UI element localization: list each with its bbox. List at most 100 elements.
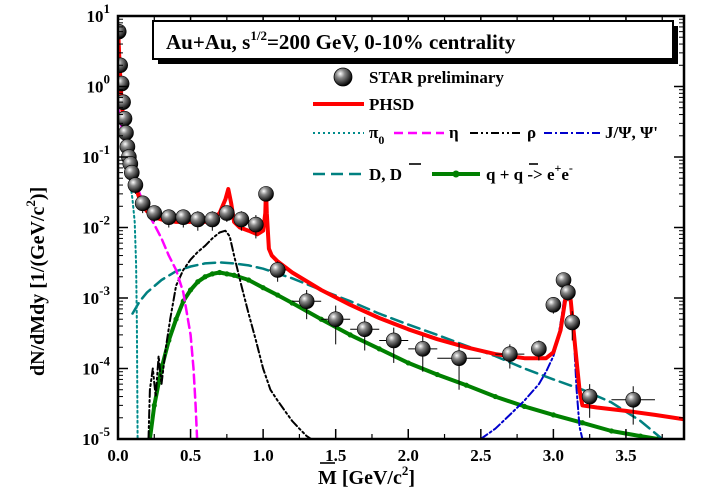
y-tick-exponent: 0 bbox=[104, 72, 111, 87]
data-point bbox=[581, 388, 598, 405]
data-point bbox=[327, 311, 344, 328]
qq-marker bbox=[216, 269, 223, 276]
qq-marker bbox=[209, 271, 215, 277]
x-axis-label-end: ] bbox=[408, 467, 415, 489]
legend-jpsi-label: J/Ψ, Ψ' bbox=[605, 123, 658, 142]
data-point bbox=[118, 75, 130, 92]
qq-marker bbox=[275, 292, 281, 298]
x-axis-label-sup: 2 bbox=[402, 463, 409, 478]
data-point bbox=[502, 346, 518, 362]
legend-qq-label: q + q -> e+e- bbox=[486, 161, 573, 184]
data-point bbox=[531, 341, 547, 357]
chart-title: Au+Au, s1/2=200 GeV, 0-10% centrality bbox=[166, 28, 516, 54]
qq-marker bbox=[260, 285, 266, 291]
data-point bbox=[298, 293, 315, 310]
qq-marker bbox=[521, 403, 527, 410]
x-tick-label: 1.5 bbox=[325, 446, 346, 465]
legend-star-marker bbox=[333, 67, 353, 87]
qq-marker bbox=[231, 272, 237, 278]
title-pre: Au+Au, s bbox=[166, 30, 250, 54]
y-tick-exponent: -3 bbox=[99, 283, 110, 298]
qq-marker bbox=[173, 316, 179, 322]
qq-marker bbox=[637, 433, 644, 439]
y-tick-base: 10 bbox=[82, 430, 99, 449]
x-axis-label-main: M [GeV/c bbox=[318, 467, 402, 489]
data-point bbox=[233, 211, 250, 228]
y-tick-label: 101 bbox=[87, 1, 111, 26]
y-tick-label: 10-4 bbox=[82, 354, 110, 379]
y-tick-label: 10-1 bbox=[82, 142, 110, 167]
x-tick-label: 3.0 bbox=[543, 446, 564, 465]
x-tick-label: 1.0 bbox=[253, 446, 274, 465]
data-point bbox=[414, 341, 431, 357]
qq-marker bbox=[434, 371, 440, 378]
qq-marker bbox=[608, 428, 615, 434]
qq-marker bbox=[347, 332, 353, 338]
qq-marker bbox=[579, 420, 586, 426]
data-point bbox=[248, 216, 264, 233]
title-post: =200 GeV, 0-10% centrality bbox=[267, 30, 516, 54]
qq-marker bbox=[202, 274, 208, 280]
data-point bbox=[545, 297, 562, 313]
x-tick-label: 2.0 bbox=[398, 446, 419, 465]
y-tick-exponent: -5 bbox=[99, 424, 110, 439]
data-point bbox=[625, 391, 642, 408]
legend-pi0-label: π0 bbox=[369, 123, 384, 147]
data-point bbox=[385, 332, 402, 349]
y-tick-base: 10 bbox=[82, 289, 99, 308]
data-point bbox=[356, 321, 373, 338]
data-point bbox=[190, 211, 206, 228]
y-tick-label: 10-5 bbox=[82, 424, 110, 449]
y-axis-label: dN/dMdy [1/(GeV/c2)] bbox=[23, 187, 49, 376]
legend-phsd-label: PHSD bbox=[369, 95, 414, 114]
y-tick-label: 10-3 bbox=[82, 283, 110, 308]
data-point bbox=[269, 262, 286, 278]
qq-marker bbox=[405, 360, 411, 366]
data-point bbox=[118, 110, 133, 127]
data-point bbox=[219, 205, 235, 221]
legend-dd-label: D, D bbox=[369, 165, 402, 184]
legend: STAR preliminary PHSD π0 η ρ J/Ψ, Ψ' D, … bbox=[313, 67, 658, 184]
y-tick-exponent: -4 bbox=[99, 354, 110, 369]
data-point bbox=[127, 177, 144, 193]
data-point bbox=[175, 209, 192, 225]
qq-marker bbox=[195, 279, 201, 285]
legend-star-label: STAR preliminary bbox=[369, 68, 504, 87]
y-tick-label: 100 bbox=[87, 72, 111, 97]
legend-qq-mid: e bbox=[561, 165, 569, 184]
legend-eta-label: η bbox=[449, 123, 459, 142]
x-tick-label: 3.5 bbox=[615, 446, 636, 465]
title-sup: 1/2 bbox=[250, 28, 267, 43]
data-point bbox=[564, 314, 581, 331]
legend-pi0-symbol: π bbox=[369, 123, 379, 142]
data-point bbox=[134, 195, 151, 212]
series-line-7 bbox=[147, 270, 660, 439]
data-point bbox=[204, 211, 221, 228]
y-tick-base: 10 bbox=[82, 360, 99, 379]
legend-qq-sup2: - bbox=[569, 161, 573, 175]
qq-marker bbox=[187, 287, 194, 293]
y-tick-base: 10 bbox=[82, 219, 99, 238]
title-box: Au+Au, s1/2=200 GeV, 0-10% centrality bbox=[152, 20, 678, 64]
y-axis-label-sup: 2 bbox=[23, 200, 38, 207]
x-tick-label: 0.5 bbox=[180, 446, 201, 465]
y-tick-exponent: -1 bbox=[99, 142, 110, 157]
legend-rho-label: ρ bbox=[527, 123, 536, 142]
qq-marker bbox=[376, 346, 382, 352]
data-point bbox=[146, 205, 163, 221]
legend-qq-marker bbox=[452, 170, 460, 178]
qq-marker bbox=[224, 271, 230, 277]
data-point bbox=[118, 94, 131, 110]
data-point bbox=[258, 186, 274, 202]
x-axis-label: M [GeV/c2] bbox=[318, 463, 415, 489]
qq-marker bbox=[151, 402, 157, 408]
y-tick-base: 10 bbox=[87, 78, 104, 97]
axis-ticks: 0.0 0.5 1.0 1.5 2.0 2.5 3.0 3.510-510-410-310-2… bbox=[82, 1, 684, 465]
x-tick-label: 0.0 bbox=[107, 446, 128, 465]
title-box-frame bbox=[152, 20, 674, 60]
y-axis-label-end: )] bbox=[27, 187, 49, 200]
y-tick-exponent: 1 bbox=[104, 1, 111, 16]
data-point bbox=[160, 209, 177, 225]
legend-qq-pre: q + q -> e bbox=[486, 165, 555, 184]
x-tick-label: 2.5 bbox=[470, 446, 491, 465]
